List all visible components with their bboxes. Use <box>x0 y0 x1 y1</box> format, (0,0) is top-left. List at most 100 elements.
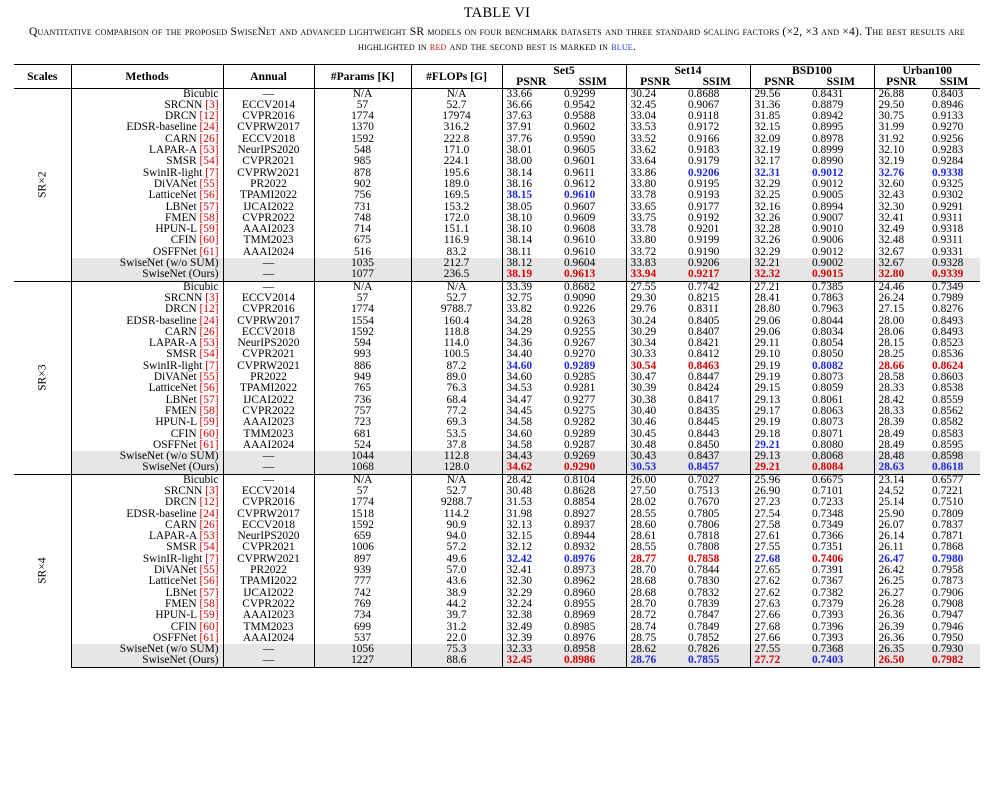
annual-cell: CVPRW2017 <box>223 122 315 134</box>
params-cell: 777 <box>314 576 412 588</box>
ssim-cell: 0.8071 <box>808 428 875 440</box>
params-cell: 1044 <box>314 451 412 463</box>
annual-cell: CVPRW2017 <box>223 508 315 520</box>
table-row: DRCN [12] CVPR2016 1774 17974 37.63 0.9588 33.… <box>14 111 980 123</box>
psnr-cell: 28.15 <box>878 338 905 350</box>
psnr-cell: 33.80 <box>630 235 657 247</box>
params-cell: 699 <box>314 621 412 633</box>
ssim-cell: 0.9267 <box>560 338 627 350</box>
psnr-cell: 33.52 <box>630 133 657 145</box>
psnr-cell: 27.50 <box>630 485 657 497</box>
psnr-cell: 38.12 <box>502 258 560 270</box>
header-psnr: PSNR <box>626 76 685 89</box>
method-name: Bicubic <box>183 88 219 100</box>
annual-cell: CVPRW2021 <box>223 553 315 566</box>
annual-cell: — <box>223 451 315 463</box>
psnr-cell: 30.48 <box>630 439 657 451</box>
table-row: FMEN [58] CVPR2022 757 77.2 34.45 0.9275 30.40… <box>14 405 980 418</box>
ssim-cell: 0.9190 <box>684 246 751 259</box>
ssim-cell: 0.7513 <box>684 485 751 498</box>
method-name: HPUN-L <box>155 417 197 429</box>
psnr-cell: 30.43 <box>626 451 685 463</box>
psnr-cell: 27.54 <box>754 508 781 520</box>
ssim-cell: 0.8435 <box>684 405 751 418</box>
annual-cell: AAAI2023 <box>223 417 315 429</box>
ssim-cell: 0.7742 <box>684 280 751 293</box>
ssim-cell: 0.8523 <box>932 338 964 350</box>
psnr-cell: 37.91 <box>506 122 533 134</box>
ssim-cell: 0.7989 <box>932 292 964 304</box>
ssim-cell: 0.9206 <box>684 167 751 179</box>
ssim-cell: 0.9302 <box>932 190 964 202</box>
citation-ref: [24] <box>199 508 219 520</box>
table-row: EDSR-baseline [24] CVPRW2017 1554 160.4 34.2… <box>14 315 980 327</box>
ssim-cell: 0.8927 <box>560 508 627 520</box>
params-cell: 985 <box>314 156 412 168</box>
psnr-cell: 28.70 <box>630 565 657 577</box>
psnr-cell: 29.15 <box>754 383 781 395</box>
params-cell: 939 <box>314 565 412 577</box>
method-name: LatticeNet <box>148 383 197 395</box>
psnr-cell: 29.21 <box>754 439 781 451</box>
annual-cell: AAAI2023 <box>223 610 315 622</box>
ssim-cell: 0.8443 <box>684 428 751 440</box>
params-cell: 734 <box>314 610 412 622</box>
flops-cell: 52.7 <box>411 99 503 112</box>
psnr-cell: 27.55 <box>754 542 781 554</box>
ssim-cell: 0.9118 <box>684 111 751 123</box>
ssim-cell: 0.9612 <box>560 178 627 191</box>
citation-ref: [7] <box>205 360 219 372</box>
ssim-cell: 0.9611 <box>560 167 627 179</box>
method-cell: DiVANet [55] <box>71 178 224 191</box>
table-row: LBNet [57] IJCAI2022 731 153.2 38.05 0.9607 33… <box>14 201 980 213</box>
table-row: OSFFNet [61] AAAI2024 524 37.8 34.58 0.9287 30… <box>14 439 980 452</box>
psnr-cell: 32.80 <box>874 269 929 282</box>
citation-ref: [54] <box>199 542 219 554</box>
psnr-cell: 30.46 <box>630 417 657 429</box>
ssim-cell: 0.7809 <box>932 508 964 520</box>
psnr-cell: 33.04 <box>630 111 657 123</box>
ssim-cell: 0.8595 <box>932 439 964 451</box>
ssim-cell: 0.8962 <box>560 576 627 588</box>
psnr-cell: 26.36 <box>878 632 905 644</box>
psnr-cell: 28.06 <box>878 326 905 338</box>
method-cell: LAPAR-A [53] <box>71 338 224 350</box>
psnr-cell: 38.15 <box>506 190 533 202</box>
method-name: OSFFNet <box>152 246 197 258</box>
results-table: Scales Methods Annual #Params [K] #FLOPs… <box>14 64 981 668</box>
ssim-cell: 0.9605 <box>560 145 627 157</box>
method-name: EDSR-baseline <box>126 315 197 327</box>
table-row: SR×3 Bicubic — N/A N/A 33.39 0.8682 27.55 0.7742… <box>14 280 981 475</box>
method-name: SRCNN <box>164 292 203 304</box>
method-cell: SwiseNet (w/o SUM) <box>71 644 224 656</box>
method-name: Bicubic <box>183 281 219 293</box>
scale-label-text: SR×3 <box>35 364 49 391</box>
method-cell: FMEN [58] <box>71 598 224 611</box>
psnr-cell: 29.10 <box>754 349 781 361</box>
header-psnr: PSNR <box>750 76 809 89</box>
method-name: DRCN <box>165 111 197 123</box>
method-cell: DiVANet [55] <box>71 565 224 577</box>
ssim-cell: 0.8932 <box>560 542 627 554</box>
flops-cell: 316.2 <box>411 122 503 134</box>
method-cell: OSFFNet [61] <box>71 246 224 259</box>
citation-ref: [58] <box>199 212 219 224</box>
ssim-cell: 0.9328 <box>928 258 981 270</box>
psnr-cell: 32.29 <box>506 587 533 599</box>
psnr-cell: 28.61 <box>630 531 657 543</box>
table-row: LAPAR-A [53] NeurIPS2020 548 171.0 38.01 0.96… <box>14 145 980 157</box>
flops-cell: 38.9 <box>411 587 503 599</box>
psnr-cell: 32.19 <box>754 145 781 157</box>
method-name: LBNet <box>165 587 197 599</box>
psnr-cell: 30.24 <box>626 87 685 100</box>
method-name: LAPAR-A <box>148 338 197 350</box>
flops-cell: 69.3 <box>411 417 503 429</box>
psnr-cell: 33.64 <box>630 156 657 168</box>
params-cell: 57 <box>314 99 412 112</box>
citation-ref: [53] <box>199 338 219 350</box>
annual-cell: — <box>223 269 315 282</box>
flops-cell: 118.8 <box>411 326 503 339</box>
psnr-cell: 38.10 <box>506 212 533 224</box>
psnr-cell: 37.63 <box>506 111 533 123</box>
table-row: CFIN [60] TMM2023 699 31.2 32.49 0.8985 28.74 0… <box>14 621 980 633</box>
